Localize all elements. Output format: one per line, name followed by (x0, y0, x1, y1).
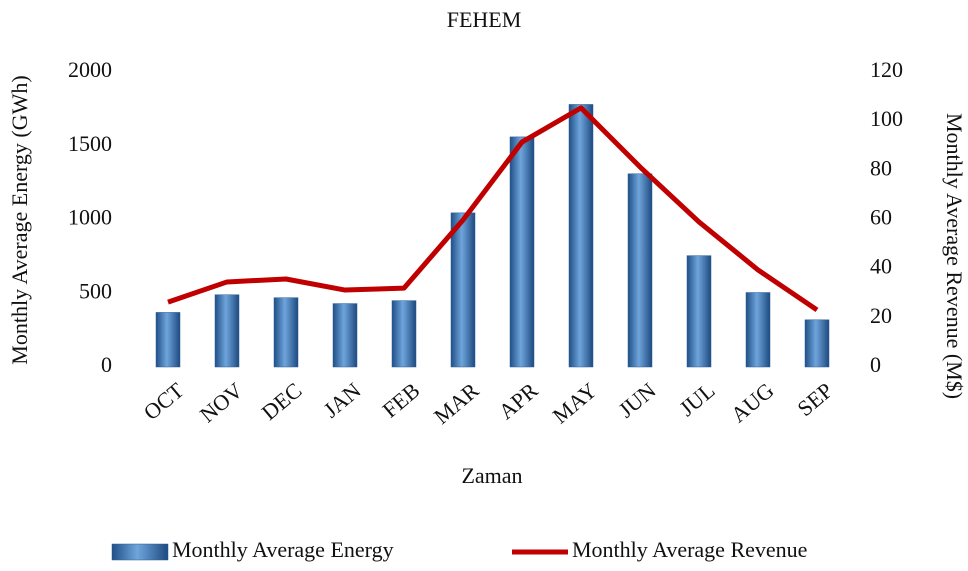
y2-tick-label: 0 (870, 352, 881, 377)
chart-title: FEHEM (447, 7, 522, 32)
bar (273, 297, 299, 368)
y2-tick-label: 120 (870, 57, 903, 82)
x-tick-label: DEC (257, 378, 307, 425)
bar (214, 294, 240, 368)
bar (155, 312, 181, 368)
y-tick-label: 1500 (68, 131, 112, 156)
y2-tick-label: 20 (870, 303, 892, 328)
bar (804, 319, 830, 368)
y2-axis-label: Monthly Average Revenue (M$) (942, 113, 967, 399)
y-tick-label: 2000 (68, 57, 112, 82)
x-tick-label: JUL (674, 378, 719, 422)
line (167, 105, 819, 313)
y-tick-label: 1000 (68, 205, 112, 230)
x-tick-label: NOV (195, 377, 248, 427)
y-axis-label: Monthly Average Energy (GWh) (7, 75, 32, 364)
legend-swatch (111, 543, 169, 561)
y-tick-label: 0 (101, 352, 112, 377)
x-tick-label: APR (494, 377, 543, 424)
y2-tick-label: 80 (870, 155, 892, 180)
y2-tick-label: 60 (870, 205, 892, 230)
x-tick-label: AUG (726, 377, 779, 427)
bar (509, 136, 535, 368)
bar (627, 173, 653, 368)
bar (686, 255, 712, 368)
x-tick-label: FEB (377, 378, 424, 423)
x-axis-label: Zaman (461, 463, 522, 488)
x-tick-label: MAY (548, 377, 602, 428)
bar (332, 303, 358, 368)
bar (450, 212, 476, 368)
y2-tick-label: 100 (870, 106, 903, 131)
bar (391, 300, 417, 368)
y2-tick-label: 40 (870, 254, 892, 279)
legend-label: Monthly Average Energy (172, 537, 394, 562)
x-tick-label: MAR (429, 377, 484, 429)
legend-label: Monthly Average Revenue (572, 537, 807, 562)
x-tick-label: OCT (139, 377, 189, 425)
x-tick-label: JAN (318, 377, 365, 422)
x-tick-label: SEP (792, 378, 837, 422)
bar (745, 292, 771, 368)
y-tick-label: 500 (79, 278, 112, 303)
x-tick-label: JUN (613, 377, 660, 422)
bar (568, 104, 594, 368)
